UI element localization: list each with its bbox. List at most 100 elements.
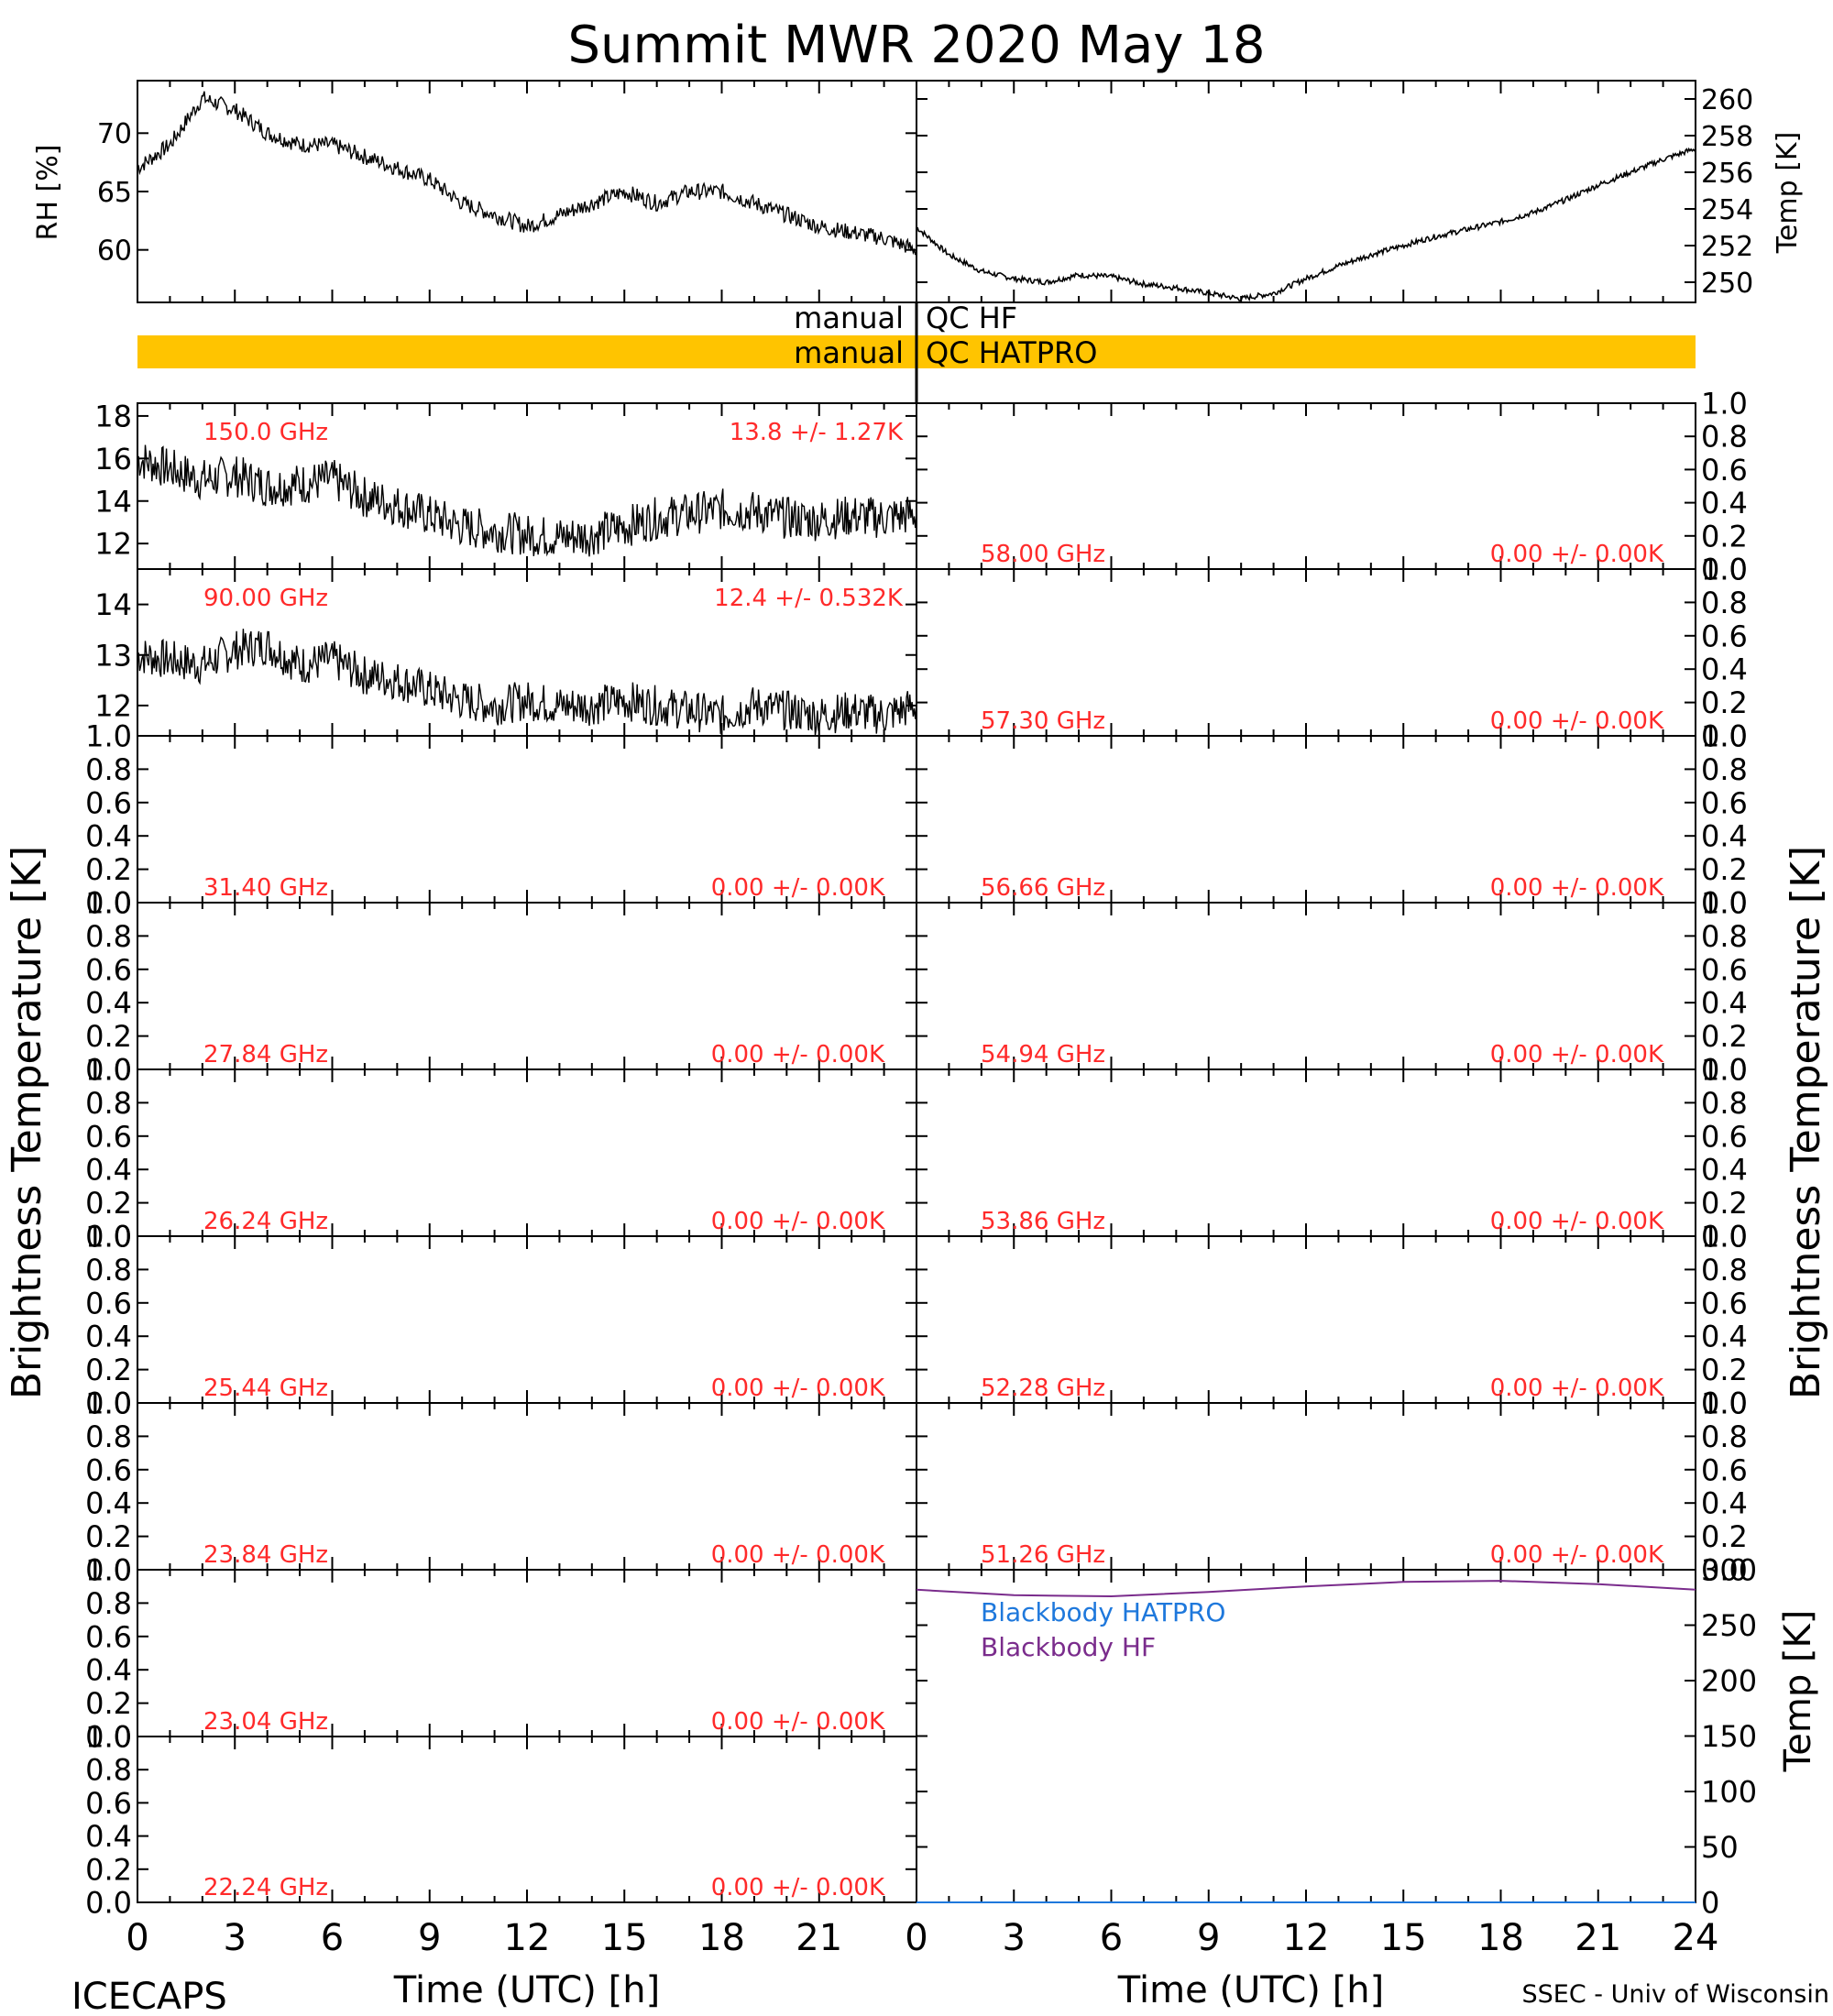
y-tick-label: 14 (94, 587, 132, 622)
x-tick-label: 24 (1673, 1917, 1719, 1959)
channel-stats: 12.4 +/- 0.532K (714, 585, 904, 612)
y-tick-label: 0.0 (85, 1886, 132, 1921)
y-tick-label: 0.4 (85, 1153, 132, 1188)
y-tick-label: 0.8 (85, 1253, 132, 1287)
y-tick-label: 0.8 (85, 919, 132, 954)
y-tick-label: 0.2 (85, 1686, 132, 1721)
x-tick-label: 0 (905, 1917, 927, 1959)
y-tick-label: 0.4 (85, 986, 132, 1021)
y-tick-label: 1.0 (1701, 719, 1748, 754)
channel-stats: 0.00 +/- 0.00K (711, 1874, 885, 1901)
channel-label: 23.04 GHz (203, 1708, 328, 1736)
y-tick-label: 0.6 (1701, 619, 1748, 653)
y-tick-label: 0.2 (85, 1519, 132, 1554)
channel-stats: 0.00 +/- 0.00K (711, 874, 885, 902)
y-tick-label: 0.2 (1701, 1353, 1748, 1387)
x-tick-label: 9 (1197, 1917, 1220, 1959)
channel-stats: 0.00 +/- 0.00K (1490, 1375, 1664, 1402)
y-tick-label: 0.4 (1701, 1153, 1748, 1188)
y-tick-label: 256 (1701, 158, 1753, 190)
y-tick-label: 0.6 (85, 1119, 132, 1154)
channel-label: 53.86 GHz (981, 1208, 1105, 1235)
channel-label: 58.00 GHz (981, 541, 1105, 568)
y-tick-label: 252 (1701, 231, 1753, 263)
time-axis-label-right: Time (UTC) [h] (1117, 1969, 1384, 2011)
y-tick-label: 0.4 (1701, 652, 1748, 687)
y-tick-label: 0.2 (1701, 1019, 1748, 1054)
y-tick-label: 0.0 (85, 1053, 132, 1088)
y-tick-label: 260 (1701, 84, 1753, 116)
y-tick-label: 1.0 (85, 1053, 132, 1088)
y-tick-label: 0.0 (1701, 1386, 1748, 1421)
y-tick-label: 0.8 (1701, 1419, 1748, 1454)
channel-stats: 0.00 +/- 0.00K (1490, 541, 1664, 568)
y-tick-label: 0.4 (1701, 1320, 1748, 1354)
y-tick-label: 250 (1701, 1608, 1757, 1643)
y-tick-label: 0.0 (1701, 1053, 1748, 1088)
tb-axis-label-right: Brightness Temperature [K] (1783, 846, 1829, 1399)
channel-stats: 0.00 +/- 0.00K (1490, 874, 1664, 902)
y-tick-label: 0.2 (85, 852, 132, 887)
y-tick-label: 0.6 (1701, 1119, 1748, 1154)
channel-label: 90.00 GHz (203, 585, 328, 612)
channel-label: 52.28 GHz (981, 1375, 1105, 1402)
y-tick-label: 250 (1701, 268, 1753, 300)
y-tick-label: 1.0 (85, 1553, 132, 1588)
y-tick-label: 0.8 (85, 1419, 132, 1454)
channel-stats: 0.00 +/- 0.00K (1490, 1541, 1664, 1569)
channel-label: 54.94 GHz (981, 1041, 1105, 1068)
y-tick-label: 12 (94, 688, 132, 723)
y-tick-label: 0.4 (85, 1653, 132, 1688)
y-tick-label: 0.0 (85, 1720, 132, 1755)
x-tick-label: 0 (126, 1917, 148, 1959)
channel-label: 25.44 GHz (203, 1375, 328, 1402)
time-axis-label-left: Time (UTC) [h] (393, 1969, 660, 2011)
y-tick-label: 0.8 (1701, 586, 1748, 620)
channel-label: 56.66 GHz (981, 874, 1105, 902)
x-tick-label: 18 (1477, 1917, 1524, 1959)
y-tick-label: 1.0 (1701, 387, 1748, 422)
channel-stats: 0.00 +/- 0.00K (711, 1208, 885, 1235)
channel-stats: 0.00 +/- 0.00K (1490, 1208, 1664, 1235)
y-tick-label: 200 (1701, 1664, 1757, 1699)
temp-axis-label: Temp [K] (1772, 132, 1804, 255)
y-tick-label: 0.6 (1701, 952, 1748, 987)
y-tick-label: 0.8 (1701, 752, 1748, 787)
x-tick-label: 6 (321, 1917, 344, 1959)
y-tick-label: 0.6 (1701, 453, 1748, 488)
y-tick-label: 60 (97, 235, 132, 267)
tb-tb_90-line (137, 629, 917, 736)
channel-stats: 13.8 +/- 1.27K (730, 419, 904, 446)
y-tick-label: 0.6 (85, 1619, 132, 1654)
y-tick-label: 0.6 (1701, 1452, 1748, 1487)
y-tick-label: 0.8 (1701, 420, 1748, 455)
channel-label: 27.84 GHz (203, 1041, 328, 1068)
y-tick-label: 1.0 (1701, 886, 1748, 921)
channel-stats: 0.00 +/- 0.00K (1490, 1041, 1664, 1068)
y-tick-label: 0.8 (85, 752, 132, 787)
y-tick-label: 0.0 (1701, 886, 1748, 921)
y-tick-label: 0.6 (85, 785, 132, 820)
qc-hatpro-label-left: manual (794, 335, 904, 370)
y-tick-label: 0.0 (1701, 553, 1748, 587)
x-tick-label: 21 (796, 1917, 842, 1959)
x-tick-label: 9 (418, 1917, 441, 1959)
channel-stats: 0.00 +/- 0.00K (711, 1541, 885, 1569)
y-tick-label: 0.6 (85, 952, 132, 987)
y-tick-label: 0.2 (85, 1019, 132, 1054)
y-tick-label: 0.4 (1701, 486, 1748, 520)
y-tick-label: 1.0 (1701, 1053, 1748, 1088)
y-tick-label: 65 (97, 177, 132, 209)
y-tick-label: 0.6 (1701, 785, 1748, 820)
blackbody-series-line (916, 1580, 1696, 1598)
y-tick-label: 0.8 (85, 1586, 132, 1621)
y-tick-label: 254 (1701, 194, 1753, 226)
y-tick-label: 0.0 (1701, 1220, 1748, 1255)
y-tick-label: 0.4 (85, 1486, 132, 1521)
blackbody-legend-entry: Blackbody HATPRO (981, 1597, 1225, 1627)
y-tick-label: 1.0 (85, 886, 132, 921)
rh-axis-label: RH [%] (32, 145, 64, 241)
y-tick-label: 1.0 (85, 1720, 132, 1755)
